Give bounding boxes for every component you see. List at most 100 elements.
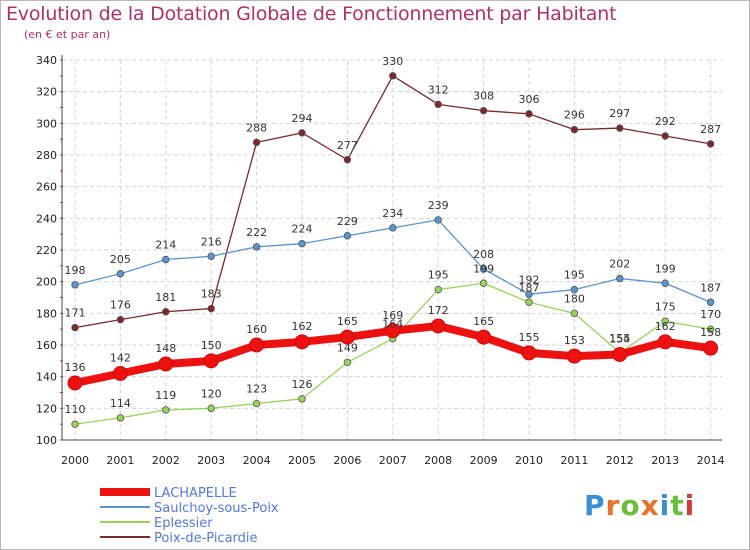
data-point (71, 323, 79, 332)
data-label: 164 (382, 318, 403, 331)
data-point (434, 216, 442, 224)
data-point (294, 334, 310, 350)
x-tick-label: 2006 (333, 454, 361, 467)
data-point (570, 125, 579, 134)
data-point (249, 337, 265, 353)
data-point (71, 420, 79, 428)
data-label: 312 (428, 83, 449, 96)
data-point (389, 224, 397, 232)
data-label: 308 (473, 90, 494, 103)
data-label: 154 (609, 333, 630, 346)
data-point (207, 404, 215, 413)
data-label: 205 (110, 253, 131, 266)
x-tick-label: 2011 (560, 454, 588, 467)
logo-letter: i (659, 489, 671, 522)
data-label: 169 (382, 309, 403, 322)
data-point (67, 375, 83, 391)
data-label: 171 (65, 307, 86, 320)
y-tick-label: 180 (36, 307, 57, 320)
data-point (207, 252, 215, 261)
x-tick-label: 2004 (243, 454, 271, 467)
data-point (298, 239, 306, 248)
data-point (570, 285, 579, 294)
data-label: 155 (519, 331, 540, 344)
x-tick-label: 2014 (697, 454, 725, 467)
x-tick-label: 2010 (515, 454, 543, 467)
data-label: 114 (110, 397, 131, 410)
legend-label: Eplessier (154, 516, 213, 531)
data-label: 155 (609, 332, 630, 345)
data-point (430, 318, 446, 334)
data-label: 330 (382, 55, 403, 68)
data-point (252, 138, 261, 147)
data-point (616, 274, 624, 283)
x-tick-label: 2002 (152, 454, 180, 467)
logo-letter: P (584, 489, 606, 522)
data-point (162, 255, 170, 264)
data-label: 306 (519, 93, 540, 106)
data-label: 120 (201, 387, 222, 400)
legend-label: Poix-de-Picardie (154, 531, 258, 546)
data-point (703, 340, 719, 356)
x-tick-label: 2013 (651, 454, 679, 467)
data-label: 239 (428, 199, 449, 212)
data-point (298, 395, 306, 403)
data-label: 297 (609, 107, 630, 120)
data-label: 198 (65, 264, 86, 277)
data-point (479, 106, 488, 115)
data-label: 180 (564, 292, 585, 305)
data-point (116, 414, 125, 422)
logo-letter: r (605, 489, 621, 522)
y-tick-label: 140 (36, 371, 57, 384)
y-tick-label: 300 (36, 117, 57, 130)
data-point (521, 345, 537, 361)
data-point (162, 406, 170, 414)
y-tick-label: 160 (36, 339, 57, 352)
data-point (112, 366, 128, 381)
data-label: 149 (337, 341, 358, 354)
y-tick-label: 340 (36, 54, 57, 67)
data-label: 123 (246, 383, 267, 396)
x-tick-label: 2000 (61, 454, 89, 467)
data-point (158, 356, 174, 372)
data-label: 183 (201, 288, 222, 301)
data-point (657, 334, 673, 350)
data-point (525, 290, 533, 299)
data-point (661, 317, 669, 325)
data-label: 153 (564, 334, 585, 347)
data-point (339, 329, 355, 345)
data-label: 162 (292, 320, 313, 333)
x-tick-label: 2009 (470, 454, 498, 467)
data-label: 187 (519, 281, 540, 294)
data-label: 165 (337, 315, 358, 328)
data-label: 162 (655, 320, 676, 333)
logo-letter: t (670, 489, 685, 522)
data-label: 224 (292, 223, 313, 236)
data-label: 160 (246, 323, 267, 336)
y-tick-label: 200 (36, 276, 57, 289)
data-label: 142 (110, 352, 131, 365)
data-point (706, 140, 715, 148)
x-tick-label: 2005 (288, 454, 316, 467)
data-label: 229 (337, 215, 358, 228)
x-tick-label: 2003 (197, 454, 225, 467)
data-label: 192 (519, 273, 540, 286)
logo-letter: x (640, 489, 660, 522)
data-label: 176 (110, 299, 131, 312)
data-point (525, 298, 533, 306)
data-point (525, 110, 533, 118)
y-tick-label: 100 (36, 434, 57, 447)
data-point (566, 348, 582, 364)
data-point (434, 285, 442, 294)
data-label: 158 (700, 326, 721, 339)
data-point (71, 281, 79, 289)
data-label: 294 (292, 112, 313, 125)
data-point (343, 156, 352, 164)
data-label: 175 (655, 300, 676, 313)
data-label: 195 (564, 269, 585, 282)
data-point (612, 347, 628, 362)
data-label: 208 (473, 248, 494, 261)
data-point (162, 308, 170, 316)
data-point (343, 232, 352, 240)
